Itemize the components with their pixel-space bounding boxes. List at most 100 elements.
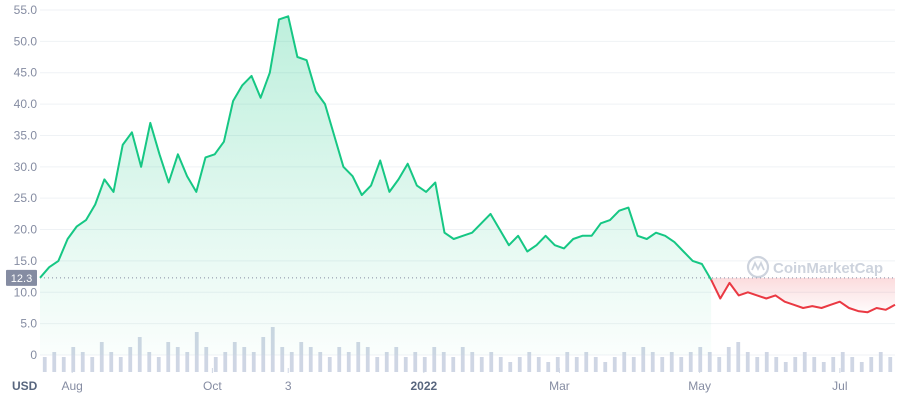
y-tick-label: 30.0 bbox=[14, 160, 38, 174]
price-area-fill-0 bbox=[40, 16, 712, 356]
volume-bar bbox=[736, 342, 741, 372]
volume-bar bbox=[679, 357, 684, 372]
volume-bar bbox=[280, 347, 285, 372]
volume-bar bbox=[831, 357, 836, 372]
volume-bar bbox=[289, 352, 294, 372]
y-tick-label: 25.0 bbox=[14, 191, 38, 205]
volume-bar bbox=[166, 342, 171, 372]
y-tick-label: 40.0 bbox=[14, 97, 38, 111]
volume-bar bbox=[574, 357, 579, 372]
volume-bar bbox=[432, 347, 437, 372]
y-tick-label: 45.0 bbox=[14, 66, 38, 80]
volume-bar bbox=[422, 357, 427, 372]
volume-bar bbox=[80, 352, 85, 372]
y-axis: 0 5.0 10.0 15.0 20.0 25.0 30.0 35.0 40.0 45.0 50.0… bbox=[14, 3, 38, 362]
volume-bar bbox=[451, 357, 456, 372]
volume-bar bbox=[612, 357, 617, 372]
volume-bar bbox=[698, 347, 703, 372]
volume-bar bbox=[242, 347, 247, 372]
volume-bar bbox=[175, 347, 180, 372]
volume-bar bbox=[707, 352, 712, 372]
y-tick-label: 20.0 bbox=[14, 223, 38, 237]
volume-bar bbox=[232, 342, 237, 372]
y-tick-label: 5.0 bbox=[20, 317, 37, 331]
volume-bar bbox=[365, 347, 370, 372]
volume-bar bbox=[726, 347, 731, 372]
volume-bar bbox=[71, 347, 76, 372]
volume-bar bbox=[508, 362, 513, 372]
volume-bar bbox=[821, 362, 826, 372]
x-tick-label: Aug bbox=[61, 379, 82, 393]
x-tick-label: Mar bbox=[549, 379, 570, 393]
volume-bar bbox=[555, 357, 560, 372]
volume-bar bbox=[403, 357, 408, 372]
volume-bar bbox=[109, 352, 114, 372]
volume-bar bbox=[384, 352, 389, 372]
volume-bar bbox=[802, 352, 807, 372]
volume-bar bbox=[356, 342, 361, 372]
x-axis: Aug Oct 3 2022 Mar May Jul bbox=[61, 368, 848, 393]
price-area bbox=[40, 16, 895, 356]
price-line-0 bbox=[39, 15, 712, 281]
y-tick-label: 15.0 bbox=[14, 254, 38, 268]
y-tick-label: 0 bbox=[30, 348, 37, 362]
y-tick-label: 35.0 bbox=[14, 128, 38, 142]
volume-bar bbox=[527, 352, 532, 372]
volume-bar bbox=[593, 357, 598, 372]
volume-bar bbox=[128, 347, 133, 372]
volume-bar bbox=[308, 347, 313, 372]
volume-bar bbox=[793, 357, 798, 372]
volume-bar bbox=[147, 352, 152, 372]
volume-bar bbox=[850, 357, 855, 372]
x-tick-label: 2022 bbox=[410, 379, 437, 393]
x-tick-label: Jul bbox=[832, 379, 847, 393]
volume-bar bbox=[888, 357, 893, 372]
volume-bar bbox=[517, 357, 522, 372]
volume-bar bbox=[717, 357, 722, 372]
volume-bar bbox=[878, 352, 883, 372]
volume-bar bbox=[156, 357, 161, 372]
price-line-1 bbox=[710, 279, 896, 314]
volume-bar bbox=[346, 352, 351, 372]
volume-bar bbox=[337, 347, 342, 372]
volume-bar bbox=[185, 352, 190, 372]
volume-bar bbox=[460, 347, 465, 372]
volume-bar bbox=[641, 347, 646, 372]
volume-bar bbox=[774, 357, 779, 372]
volume-bar bbox=[204, 347, 209, 372]
volume-bar bbox=[90, 357, 95, 372]
volume-bar bbox=[622, 352, 627, 372]
coinmarketcap-logo-icon bbox=[746, 255, 770, 279]
volume-bar bbox=[546, 362, 551, 372]
volume-bar bbox=[869, 357, 874, 372]
volume-bar bbox=[650, 352, 655, 372]
volume-bar bbox=[669, 352, 674, 372]
volume-bar bbox=[61, 357, 66, 372]
volume-bar bbox=[764, 352, 769, 372]
volume-bar bbox=[99, 342, 104, 372]
volume-bar bbox=[441, 352, 446, 372]
volume-bar bbox=[755, 357, 760, 372]
volume-bar bbox=[840, 352, 845, 372]
y-tick-label: 55.0 bbox=[14, 3, 38, 17]
current-price-badge: 12.3 bbox=[6, 269, 37, 286]
volume-bar bbox=[859, 362, 864, 372]
y-tick-label: 10.0 bbox=[14, 285, 38, 299]
volume-bar bbox=[479, 357, 484, 372]
currency-label: USD bbox=[12, 379, 38, 393]
price-lines bbox=[39, 15, 896, 314]
volume-bar bbox=[688, 352, 693, 372]
watermark: CoinMarketCap bbox=[746, 255, 883, 279]
volume-bar bbox=[565, 352, 570, 372]
volume-bar bbox=[318, 352, 323, 372]
volume-bar bbox=[299, 342, 304, 372]
volume-bar bbox=[223, 352, 228, 372]
y-tick-label: 50.0 bbox=[14, 34, 38, 48]
volume-bar bbox=[745, 352, 750, 372]
volume-bar bbox=[118, 357, 123, 372]
x-tick-label: May bbox=[688, 379, 711, 393]
volume-bar bbox=[812, 357, 817, 372]
volume-bar bbox=[251, 352, 256, 372]
